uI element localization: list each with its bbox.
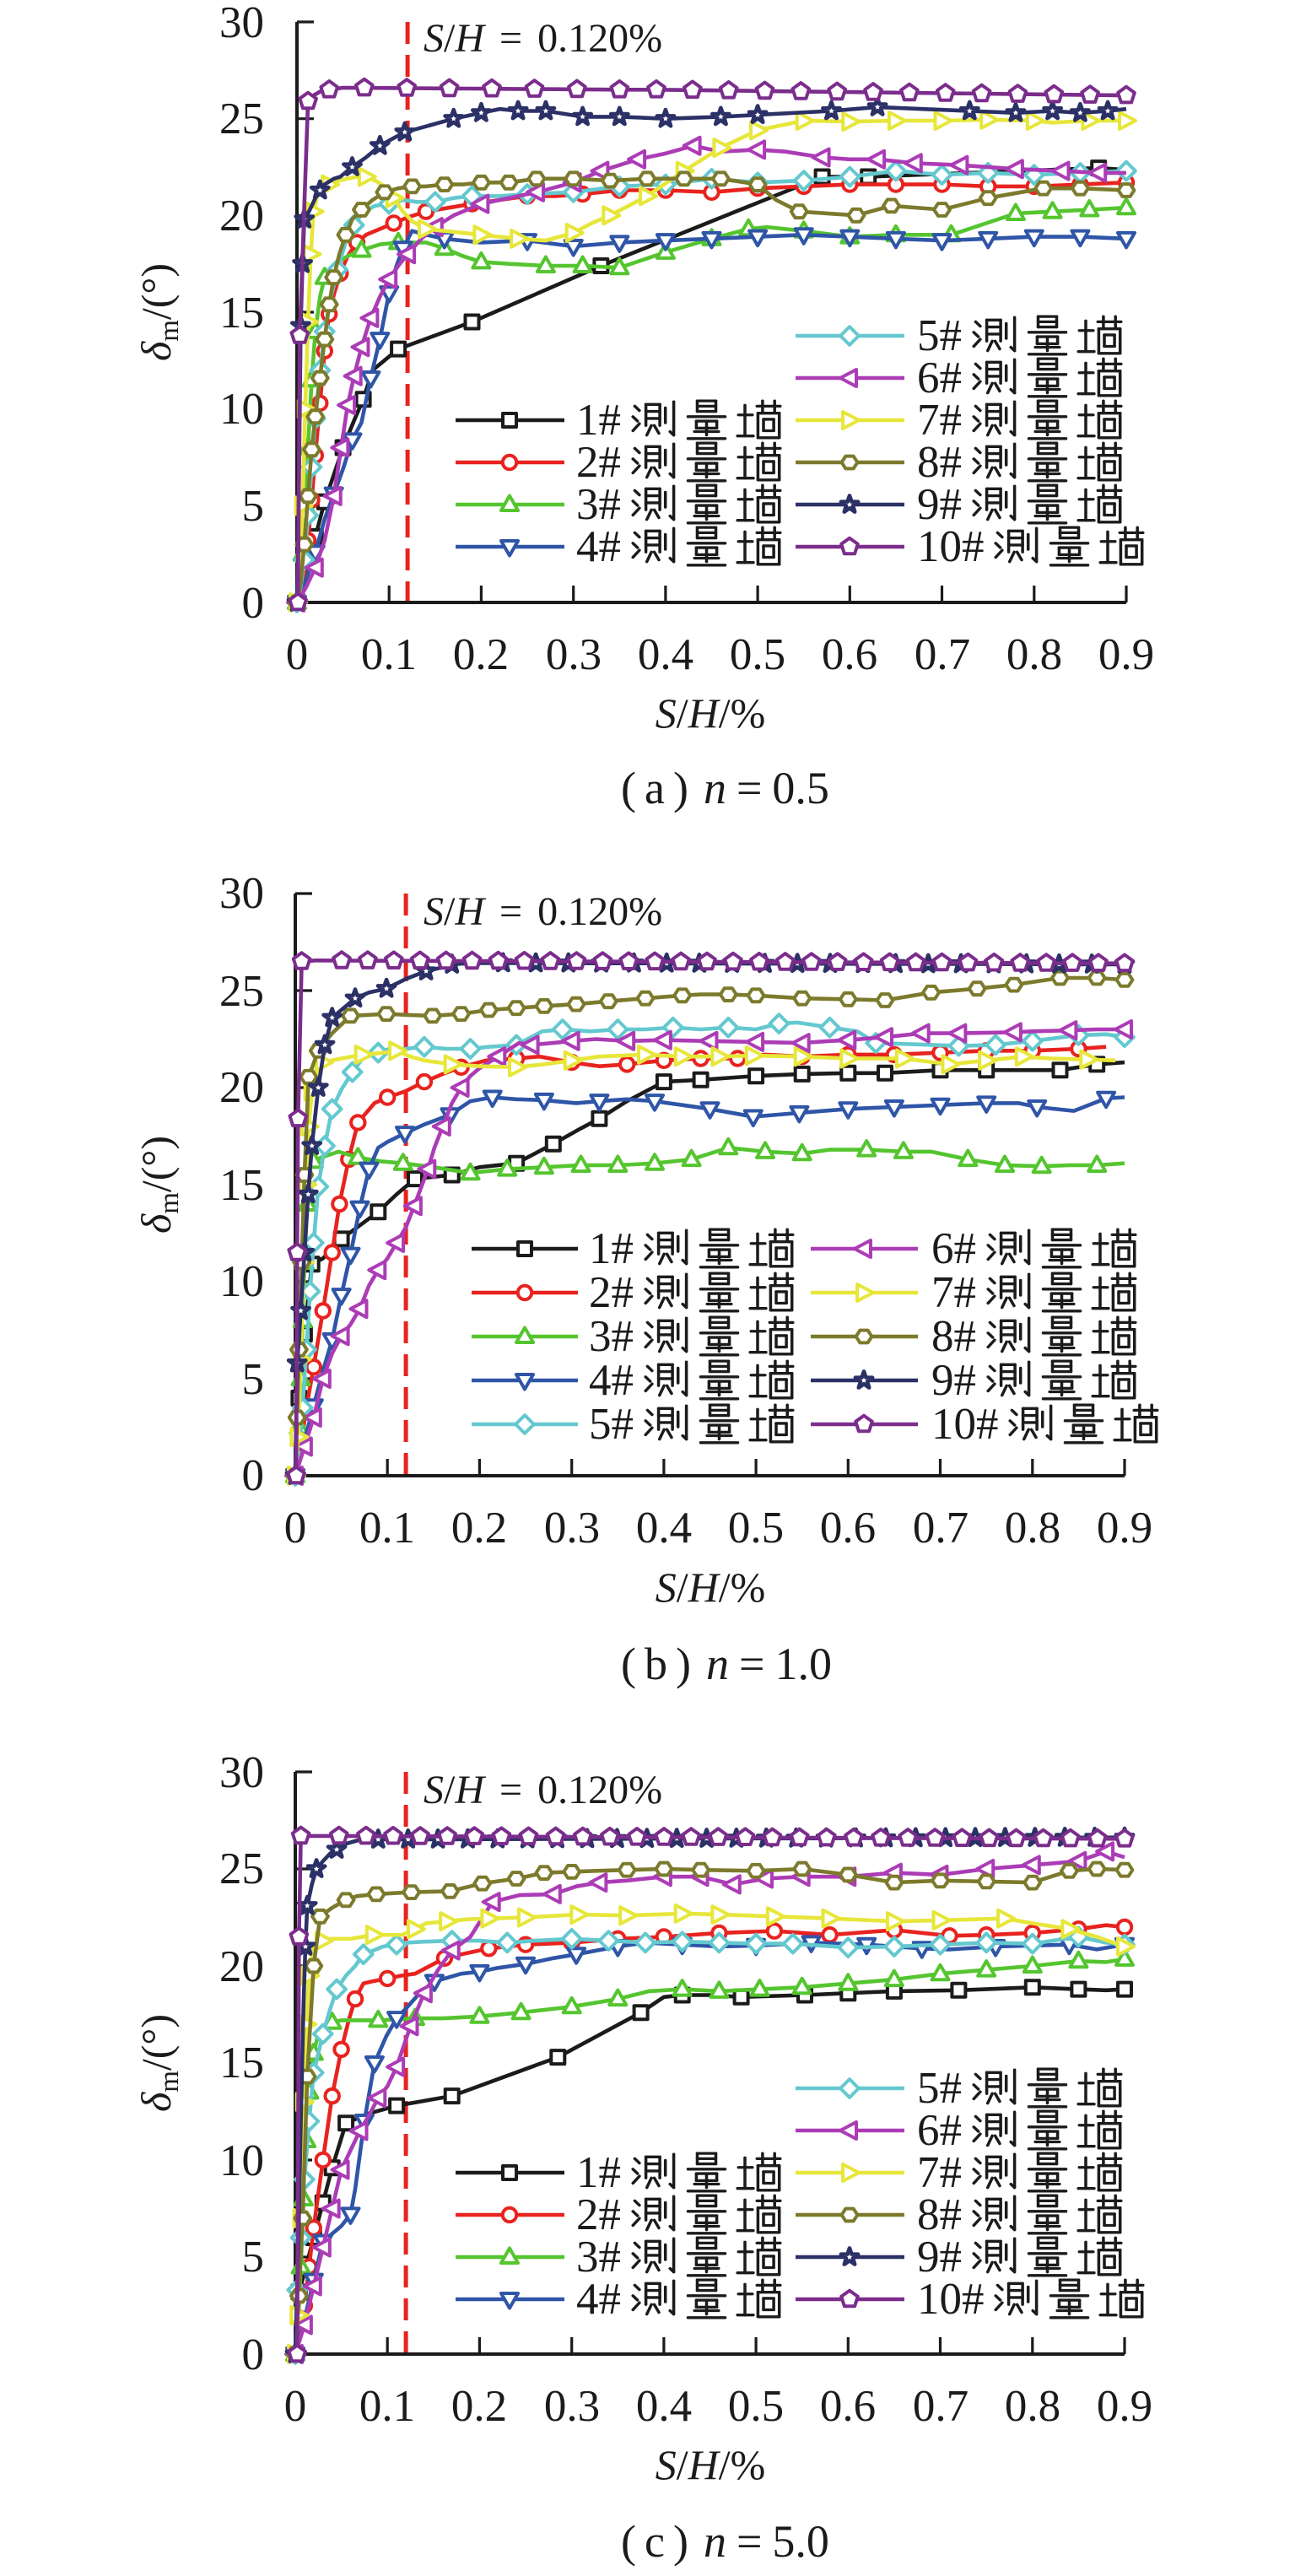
svg-text:δm/(°): δm/(°) — [132, 1136, 185, 1234]
svg-text:4#: 4# — [589, 1356, 634, 1405]
svg-text:5: 5 — [242, 482, 265, 531]
svg-text:25: 25 — [219, 967, 264, 1016]
svg-text:7#: 7# — [931, 1268, 976, 1317]
svg-text:10: 10 — [219, 385, 264, 434]
svg-text:30: 30 — [219, 1748, 264, 1797]
svg-text:25: 25 — [219, 1844, 264, 1893]
svg-text:0.5: 0.5 — [728, 2382, 784, 2431]
svg-text:9#: 9# — [931, 1356, 976, 1405]
svg-text:0: 0 — [242, 579, 265, 628]
svg-text:0.1: 0.1 — [359, 2382, 415, 2431]
svg-text:30: 30 — [219, 869, 264, 918]
svg-text:6#: 6# — [917, 354, 962, 402]
svg-text:25: 25 — [219, 95, 264, 143]
svg-text:0.3: 0.3 — [544, 1504, 600, 1553]
svg-text:0.3: 0.3 — [544, 2382, 600, 2431]
svg-text:0.1: 0.1 — [361, 630, 417, 679]
svg-text:0.6: 0.6 — [820, 1504, 876, 1553]
svg-text:0: 0 — [284, 1504, 307, 1553]
svg-text:20: 20 — [219, 1063, 264, 1112]
svg-text:S/H = 0.120%: S/H = 0.120% — [424, 16, 662, 61]
svg-text:9#: 9# — [917, 480, 962, 529]
svg-text:0: 0 — [242, 2330, 265, 2379]
svg-text:S/H/%: S/H/% — [656, 1563, 766, 1611]
svg-text:0.7: 0.7 — [913, 1504, 969, 1553]
svg-text:3#: 3# — [576, 480, 621, 529]
svg-text:8#: 8# — [931, 1312, 976, 1361]
svg-text:0.4: 0.4 — [638, 630, 693, 679]
svg-text:3#: 3# — [589, 1312, 634, 1361]
svg-text:0.7: 0.7 — [915, 630, 970, 679]
svg-text:0.8: 0.8 — [1005, 2382, 1060, 2431]
svg-text:5#: 5# — [589, 1400, 634, 1449]
svg-text:6#: 6# — [931, 1224, 976, 1273]
svg-text:15: 15 — [219, 2039, 264, 2087]
svg-text:0.2: 0.2 — [451, 1504, 507, 1553]
svg-text:0.8: 0.8 — [1006, 630, 1062, 679]
svg-text:0.6: 0.6 — [822, 630, 877, 679]
svg-text:0.6: 0.6 — [820, 2382, 876, 2431]
svg-text:6#: 6# — [917, 2106, 962, 2155]
svg-text:10#: 10# — [931, 1400, 999, 1449]
svg-text:5#: 5# — [917, 311, 962, 360]
svg-text:0.2: 0.2 — [453, 630, 509, 679]
svg-text:0: 0 — [242, 1451, 265, 1500]
svg-text:5: 5 — [242, 1355, 265, 1404]
svg-text:0.5: 0.5 — [730, 630, 785, 679]
svg-text:1#: 1# — [589, 1224, 634, 1273]
svg-text:0.4: 0.4 — [636, 2382, 692, 2431]
svg-text:0.8: 0.8 — [1005, 1504, 1060, 1553]
svg-text:0.3: 0.3 — [546, 630, 602, 679]
svg-text:S/H/%: S/H/% — [656, 2441, 766, 2488]
svg-text:30: 30 — [219, 0, 264, 47]
svg-text:S/H/%: S/H/% — [656, 689, 766, 737]
svg-text:2#: 2# — [576, 438, 621, 487]
svg-text:5#: 5# — [917, 2064, 962, 2113]
svg-text:3#: 3# — [576, 2233, 621, 2282]
svg-text:5: 5 — [242, 2233, 265, 2282]
svg-text:10: 10 — [219, 1257, 264, 1306]
svg-text:0.9: 0.9 — [1097, 2382, 1152, 2431]
svg-text:4#: 4# — [576, 522, 621, 571]
svg-text:7#: 7# — [917, 2148, 962, 2197]
svg-text:0.9: 0.9 — [1097, 1504, 1152, 1553]
svg-text:δm/(°): δm/(°) — [132, 263, 185, 361]
svg-text:0: 0 — [284, 2382, 307, 2431]
svg-text:2#: 2# — [576, 2190, 621, 2239]
svg-text:0: 0 — [286, 630, 309, 679]
svg-text:0.1: 0.1 — [359, 1504, 415, 1553]
svg-text:0.4: 0.4 — [636, 1504, 692, 1553]
svg-text:15: 15 — [219, 1161, 264, 1210]
svg-text:1#: 1# — [576, 2148, 621, 2197]
svg-text:10#: 10# — [917, 522, 985, 571]
svg-text:0.7: 0.7 — [913, 2382, 969, 2431]
svg-text:0.9: 0.9 — [1098, 630, 1154, 679]
svg-text:S/H = 0.120%: S/H = 0.120% — [424, 1768, 662, 1812]
svg-text:7#: 7# — [917, 396, 962, 445]
svg-text:20: 20 — [219, 1942, 264, 1991]
svg-text:1#: 1# — [576, 396, 621, 445]
svg-text:0.5: 0.5 — [728, 1504, 784, 1553]
svg-text:8#: 8# — [917, 438, 962, 487]
svg-text:20: 20 — [219, 192, 264, 240]
svg-text:10: 10 — [219, 2136, 264, 2185]
svg-text:(c)n=5.0: (c) n = 5.0 — [621, 2516, 829, 2567]
svg-text:4#: 4# — [576, 2275, 621, 2324]
svg-text:(a)n=0.5: (a) n = 0.5 — [621, 763, 829, 813]
svg-text:δm/(°): δm/(°) — [132, 2014, 185, 2112]
svg-text:S/H = 0.120%: S/H = 0.120% — [424, 889, 662, 934]
svg-text:0.2: 0.2 — [451, 2382, 507, 2431]
svg-text:9#: 9# — [917, 2233, 962, 2282]
svg-text:2#: 2# — [589, 1268, 634, 1317]
svg-text:15: 15 — [219, 289, 264, 338]
svg-text:8#: 8# — [917, 2190, 962, 2239]
svg-text:10#: 10# — [917, 2275, 985, 2324]
svg-text:(b)n=1.0: (b) n = 1.0 — [621, 1639, 832, 1689]
